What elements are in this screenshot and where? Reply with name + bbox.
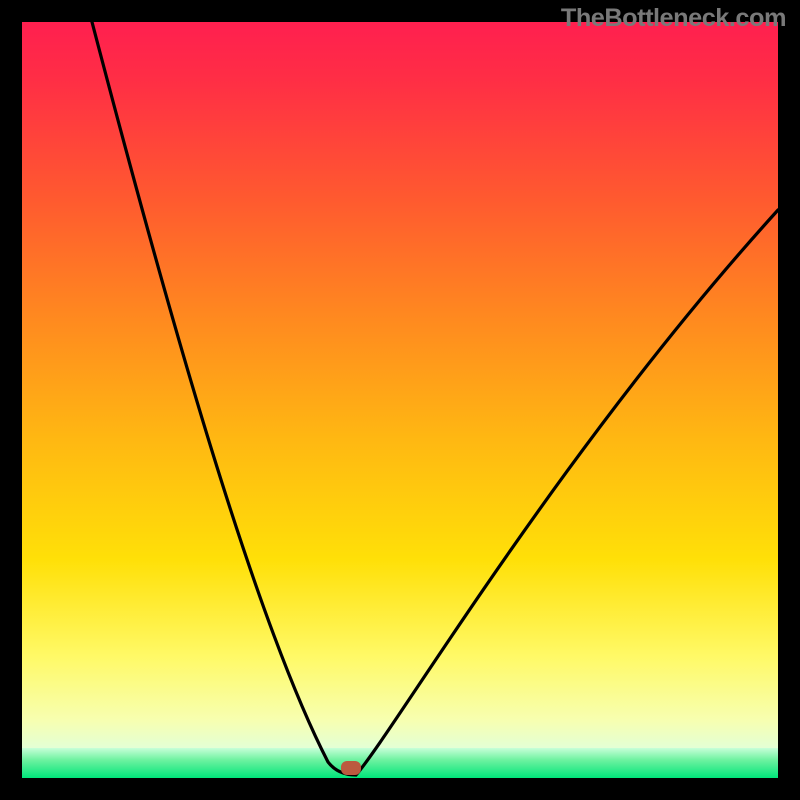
min-point-marker bbox=[341, 761, 361, 775]
bottleneck-curve bbox=[0, 0, 800, 800]
watermark: TheBottleneck.com bbox=[561, 4, 786, 33]
chart-canvas: TheBottleneck.com bbox=[0, 0, 800, 800]
